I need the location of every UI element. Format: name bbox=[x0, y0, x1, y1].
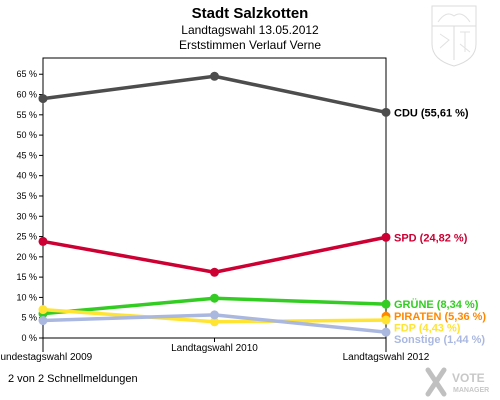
data-point-spd bbox=[210, 267, 219, 277]
data-point-fdp bbox=[381, 315, 391, 325]
y-tick-label: 15 % bbox=[16, 272, 37, 282]
series-line-cdu bbox=[42, 74, 387, 115]
coat-of-arms-icon bbox=[431, 5, 477, 67]
data-point-cdu bbox=[210, 71, 219, 81]
chart-title: Stadt Salzkotten bbox=[192, 5, 309, 22]
y-tick-label: 40 % bbox=[16, 171, 37, 181]
chart-subtitle-2: Erststimmen Verlauf Verne bbox=[179, 38, 321, 52]
y-tick-label: 10 % bbox=[16, 292, 37, 302]
end-label-sonstige: Sonstige (1,44 %) bbox=[394, 334, 485, 346]
vote-manager-logo: VOTE MANAGER bbox=[425, 367, 489, 397]
end-label-cdu: CDU (55,61 %) bbox=[394, 107, 469, 119]
series-line-spd bbox=[42, 235, 387, 275]
y-tick-label: 30 % bbox=[16, 211, 37, 221]
data-point-sonstige bbox=[381, 327, 391, 337]
end-label-piraten: PIRATEN (5,36 %) bbox=[394, 311, 486, 323]
y-tick-label: 60 % bbox=[16, 90, 37, 100]
y-tick-label: 45 % bbox=[16, 150, 37, 160]
data-point-cdu bbox=[381, 107, 391, 117]
data-point-grüne bbox=[381, 299, 391, 309]
logo-brand: VOTE bbox=[452, 371, 485, 385]
x-tick-label: Landtagswahl 2012 bbox=[343, 352, 430, 363]
logo-sub: MANAGER bbox=[453, 387, 489, 394]
data-point-fdp bbox=[210, 317, 219, 327]
y-tick-label: 65 % bbox=[16, 69, 37, 79]
footer-text: 2 von 2 Schnellmeldungen bbox=[8, 373, 138, 385]
series-points bbox=[38, 71, 391, 337]
x-axis: Bundestagswahl 2009 Landtagswahl 2010 Land… bbox=[0, 338, 430, 363]
end-label-grüne: GRÜNE (8,34 %) bbox=[394, 298, 479, 311]
data-point-cdu bbox=[38, 94, 48, 104]
y-tick-label: 25 % bbox=[16, 232, 37, 242]
x-tick-label: Landtagswahl 2010 bbox=[171, 343, 258, 354]
data-point-sonstige bbox=[210, 310, 219, 320]
y-tick-label: 0 % bbox=[21, 333, 37, 343]
end-label-fdp: FDP (4,43 %) bbox=[394, 323, 461, 335]
data-point-grüne bbox=[210, 293, 219, 303]
y-tick-label: 5 % bbox=[21, 313, 37, 323]
chart-subtitle: Landtagswahl 13.05.2012 bbox=[181, 23, 319, 37]
data-point-fdp bbox=[38, 305, 48, 315]
y-tick-label: 50 % bbox=[16, 130, 37, 140]
data-point-spd bbox=[38, 236, 48, 246]
y-axis: 0 % 5 % 10 % 15 % 20 % 25 % 30 % 35 % 40 % 45 % 50… bbox=[16, 69, 43, 343]
data-point-sonstige bbox=[38, 316, 48, 326]
x-tick-label: Bundestagswahl 2009 bbox=[0, 352, 93, 363]
series-end-labels: CDU (55,61 %) SPD (24,82 %) GRÜNE (8,34 %)… bbox=[394, 107, 486, 346]
y-tick-label: 20 % bbox=[16, 252, 37, 262]
end-label-spd: SPD (24,82 %) bbox=[394, 232, 468, 244]
y-tick-label: 35 % bbox=[16, 191, 37, 201]
data-point-spd bbox=[381, 232, 391, 242]
y-tick-label: 55 % bbox=[16, 110, 37, 120]
